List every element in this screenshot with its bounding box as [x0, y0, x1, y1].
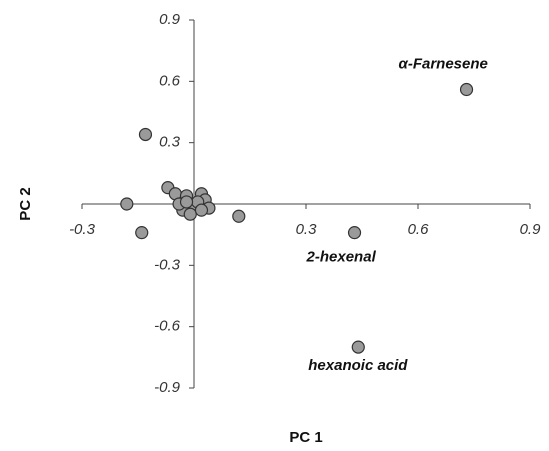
- point: [459, 82, 474, 97]
- point: [351, 340, 365, 354]
- x-tick-label: 0.9: [520, 221, 542, 238]
- point-label: hexanoic acid: [308, 357, 408, 374]
- point: [194, 203, 209, 217]
- y-tick-label: 0.6: [159, 72, 181, 89]
- x-tick-label: 0.6: [408, 221, 430, 238]
- point: [135, 226, 149, 240]
- y-tick-label: 0.9: [159, 11, 181, 28]
- y-tick-label: 0.3: [159, 134, 181, 151]
- point: [183, 207, 197, 221]
- point: [232, 209, 246, 223]
- y-axis-title: PC 2: [17, 187, 34, 220]
- y-tick-label: -0.9: [154, 379, 181, 396]
- point: [120, 197, 134, 211]
- point-label: α-Farnesene: [399, 55, 488, 72]
- point-label: 2-hexenal: [306, 249, 377, 266]
- y-tick-label: -0.3: [154, 256, 181, 273]
- point: [347, 226, 362, 240]
- point: [138, 127, 153, 142]
- x-tick-label: 0.3: [296, 221, 318, 238]
- x-tick-label: -0.3: [69, 221, 96, 238]
- point: [179, 195, 194, 209]
- y-tick-label: -0.6: [154, 318, 181, 335]
- x-axis-title: PC 1: [289, 429, 322, 446]
